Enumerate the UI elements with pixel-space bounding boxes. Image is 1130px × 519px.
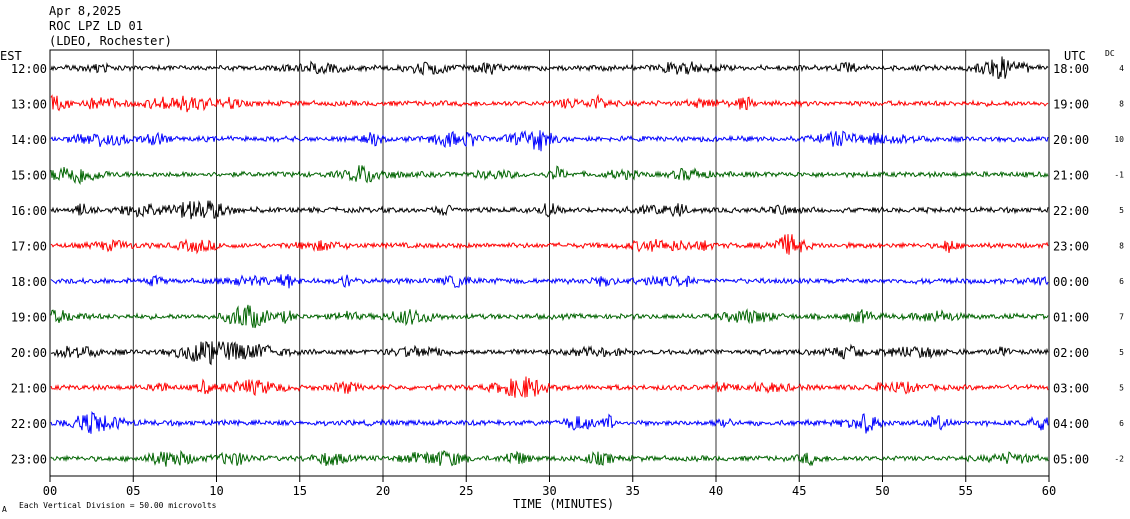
est-time-label: 15:00: [11, 169, 47, 183]
utc-time-label: 21:00: [1053, 169, 1089, 183]
utc-time-label: 03:00: [1053, 382, 1089, 396]
x-tick-label: 50: [875, 484, 889, 498]
x-tick-label: 25: [459, 484, 473, 498]
seismic-trace: [50, 234, 1049, 255]
est-time-label: 18:00: [11, 275, 47, 289]
x-tick-label: 30: [542, 484, 556, 498]
network-label: (LDEO, Rochester): [49, 34, 172, 48]
dc-offset-label: 8: [1119, 100, 1124, 109]
est-axis-title: EST: [0, 49, 22, 63]
dc-offset-label: 5: [1119, 206, 1124, 215]
seismic-trace: [50, 93, 1049, 113]
x-tick-label: 15: [293, 484, 307, 498]
x-axis-label: TIME (MINUTES): [513, 497, 614, 511]
dc-offset-label: -2: [1114, 455, 1124, 464]
est-time-label: 12:00: [11, 62, 47, 76]
dc-offset-label: 6: [1119, 419, 1124, 428]
utc-axis-title: UTC: [1064, 49, 1086, 63]
scale-note: Each Vertical Division = 50.00 microvolt…: [19, 501, 217, 510]
date-label: Apr 8,2025: [49, 4, 122, 18]
utc-time-label: 20:00: [1053, 133, 1089, 147]
labels: EST UTC DC TIME (MINUTES) A Each Vertica…: [0, 49, 1124, 514]
seismic-trace: [50, 410, 1049, 434]
utc-time-label: 04:00: [1053, 417, 1089, 431]
utc-time-label: 01:00: [1053, 311, 1089, 325]
grid: [49, 49, 1050, 482]
traces: [50, 56, 1049, 467]
est-time-label: 19:00: [11, 311, 47, 325]
utc-time-label: 02:00: [1053, 346, 1089, 360]
x-tick-label: 10: [209, 484, 223, 498]
est-time-label: 21:00: [11, 382, 47, 396]
seismic-trace: [50, 340, 1049, 366]
dc-offset-label: 8: [1119, 242, 1124, 251]
dc-offset-label: 10: [1114, 135, 1124, 144]
dc-offset-label: 4: [1119, 64, 1124, 73]
x-tick-label: 05: [126, 484, 140, 498]
dc-offset-label: 6: [1119, 277, 1124, 286]
seismic-trace: [50, 200, 1049, 220]
seismic-trace: [50, 165, 1049, 186]
dc-offset-label: 5: [1119, 348, 1124, 357]
est-time-label: 22:00: [11, 417, 47, 431]
est-time-label: 20:00: [11, 346, 47, 360]
x-tick-label: 40: [709, 484, 723, 498]
est-time-label: 23:00: [11, 453, 47, 467]
utc-time-label: 05:00: [1053, 453, 1089, 467]
est-time-label: 16:00: [11, 204, 47, 218]
x-tick-label: 00: [43, 484, 57, 498]
x-tick-label: 20: [376, 484, 390, 498]
est-time-label: 13:00: [11, 98, 47, 112]
seismic-trace: [50, 304, 1049, 329]
seismic-trace: [50, 449, 1049, 467]
footer-mark: A: [2, 505, 7, 514]
utc-time-label: 23:00: [1053, 240, 1089, 254]
x-tick-label: 35: [626, 484, 640, 498]
seismic-trace: [50, 129, 1049, 152]
dc-offset-label: -1: [1114, 171, 1124, 180]
utc-time-label: 22:00: [1053, 204, 1089, 218]
dc-offset-label: 5: [1119, 384, 1124, 393]
x-tick-label: 55: [959, 484, 973, 498]
seismic-trace: [50, 56, 1049, 79]
est-time-label: 14:00: [11, 133, 47, 147]
utc-time-label: 18:00: [1053, 62, 1089, 76]
station-label: ROC LPZ LD 01: [49, 19, 143, 33]
dc-axis-title: DC: [1105, 49, 1115, 58]
utc-time-label: 00:00: [1053, 275, 1089, 289]
x-tick-label: 45: [792, 484, 806, 498]
x-tick-label: 60: [1042, 484, 1056, 498]
dc-offset-label: 7: [1119, 313, 1124, 322]
seismic-trace: [50, 274, 1049, 289]
utc-time-label: 19:00: [1053, 98, 1089, 112]
est-time-label: 17:00: [11, 240, 47, 254]
seismic-trace: [50, 376, 1049, 398]
